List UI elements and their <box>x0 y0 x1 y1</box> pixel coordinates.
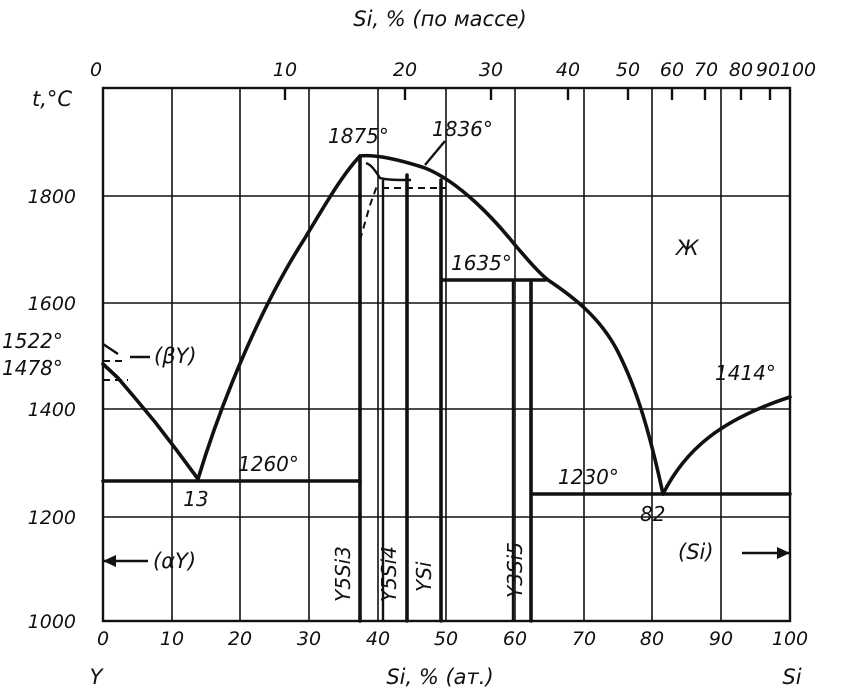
compound-lines <box>358 154 533 623</box>
y-tick-1000: 1000 <box>28 611 76 633</box>
compound-y3si5: Y3Si5 <box>503 542 527 598</box>
y-tick-1800: 1800 <box>28 186 76 208</box>
grid <box>103 88 790 621</box>
bottom-tick-90: 90 <box>709 628 733 650</box>
compound-y5si3: Y5Si3 <box>331 546 355 602</box>
bottom-tick-60: 60 <box>503 628 527 650</box>
label-1522: 1522° <box>2 329 63 353</box>
label-1875: 1875° <box>328 124 389 148</box>
compound-ysi: YSi <box>412 561 436 592</box>
temperature-annotations: 1522° 1478° (βY) 1875° 1836° 1635° Ж 141… <box>2 117 776 573</box>
y-axis-title: t,°C <box>32 87 72 111</box>
label-beta-y: (βY) <box>154 344 197 368</box>
left-element-label: Y <box>90 665 105 689</box>
top-tick-80: 80 <box>729 59 753 81</box>
y-tick-1200: 1200 <box>28 507 76 529</box>
top-tick-50: 50 <box>616 59 640 81</box>
label-1230: 1230° <box>558 465 619 489</box>
bottom-tick-30: 30 <box>297 628 321 650</box>
label-eutectic-82: 82 <box>640 502 665 526</box>
label-1635: 1635° <box>451 251 512 275</box>
bottom-tick-0: 0 <box>97 628 109 650</box>
top-axis-title: Si, % (по массе) <box>353 7 527 31</box>
y-tick-1400: 1400 <box>28 399 76 421</box>
label-1478: 1478° <box>2 356 63 380</box>
isotherms <box>101 278 792 496</box>
right-element-label: Si <box>782 665 801 689</box>
top-tick-20: 20 <box>393 59 417 81</box>
top-tick-40: 40 <box>556 59 580 81</box>
compound-y5si4: Y5Si4 <box>377 546 401 602</box>
label-liquid: Ж <box>674 236 700 260</box>
bottom-tick-40: 40 <box>366 628 390 650</box>
top-tick-10: 10 <box>273 59 297 81</box>
bottom-axis-title: Si, % (ат.) <box>386 665 493 689</box>
arrow-right-icon <box>777 547 790 559</box>
bottom-tick-10: 10 <box>160 628 184 650</box>
compound-labels: Y5Si3 Y5Si4 YSi Y3Si5 <box>331 542 527 602</box>
label-1414: 1414° <box>715 361 776 385</box>
dashed-lines <box>103 182 446 381</box>
bottom-tick-70: 70 <box>572 628 596 650</box>
label-1260: 1260° <box>238 452 299 476</box>
bottom-tick-20: 20 <box>228 628 252 650</box>
top-tick-30: 30 <box>479 59 503 81</box>
top-tick-0: 0 <box>90 59 102 81</box>
label-1836: 1836° <box>432 117 493 141</box>
bottom-tick-100: 100 <box>772 628 808 650</box>
phase-boundaries <box>101 153 792 496</box>
bottom-axis-tick-labels: 0 10 20 30 40 50 60 70 80 90 100 <box>97 628 808 650</box>
top-axis-ticks <box>283 88 772 100</box>
y-tick-1600: 1600 <box>28 293 76 315</box>
label-eutectic-13: 13 <box>183 487 208 511</box>
top-tick-70: 70 <box>694 59 718 81</box>
label-alpha-y: (αY) <box>153 549 196 573</box>
arrow-left-icon <box>103 555 116 567</box>
label-si-phase: (Si) <box>678 540 714 564</box>
top-tick-100: 100 <box>780 59 816 81</box>
top-axis-tick-labels: 0 10 20 30 40 50 60 70 80 90 100 <box>90 59 816 81</box>
bottom-tick-80: 80 <box>640 628 664 650</box>
top-tick-60: 60 <box>660 59 684 81</box>
bottom-tick-50: 50 <box>434 628 458 650</box>
y-axis-tick-labels: 1000 1200 1400 1600 1800 <box>28 186 76 633</box>
phase-arrows <box>103 355 790 567</box>
top-tick-90: 90 <box>756 59 780 81</box>
